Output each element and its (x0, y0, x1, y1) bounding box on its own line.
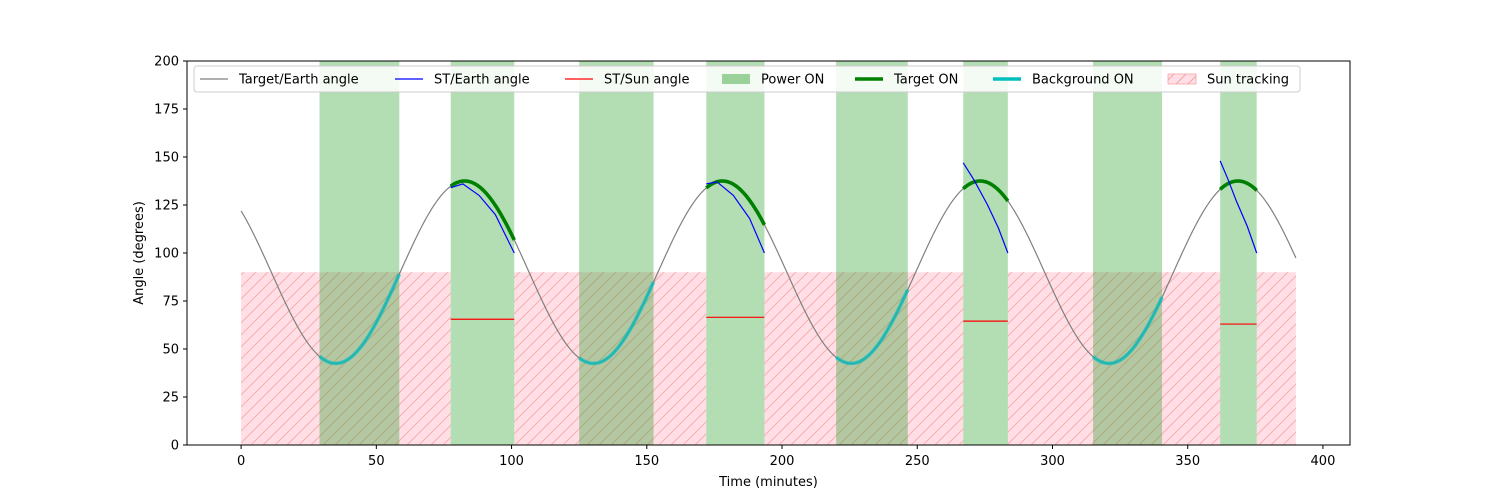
x-tick-label: 300 (1040, 454, 1065, 469)
y-tick-label: 75 (162, 295, 179, 310)
x-tick-label: 0 (237, 454, 245, 469)
background-on-segment (578, 281, 656, 366)
legend-label-power-on: Power ON (761, 73, 824, 88)
y-tick-label: 0 (171, 439, 179, 454)
legend-label-st-sun-angle: ST/Sun angle (604, 73, 690, 88)
legend-label-target-earth-angle: Target/Earth angle (238, 73, 359, 88)
power-on-band (579, 61, 654, 445)
sun-tracking-hatch (1256, 272, 1296, 445)
y-tick-label: 200 (154, 55, 179, 70)
st-earth-angle-segment (706, 181, 765, 254)
x-axis-label: Time (minutes) (718, 475, 818, 490)
legend-label-background-on: Background ON (1032, 73, 1134, 88)
background-on-segment (318, 273, 401, 366)
background-on-segment (1091, 296, 1164, 366)
y-axis-label: Angle (degrees) (132, 201, 147, 305)
sun-tracking-hatch (514, 272, 707, 445)
power-on-band (450, 61, 515, 445)
legend: Target/Earth angle ST/Earth angle ST/Sun a… (193, 65, 1301, 93)
x-tick-label: 50 (368, 454, 385, 469)
power-on-band (706, 61, 765, 445)
legend-label-target-on: Target ON (893, 73, 958, 88)
sun-tracking-hatch (1007, 272, 1221, 445)
x-tick-label: 100 (499, 454, 524, 469)
legend-label-sun-tracking: Sun tracking (1207, 73, 1289, 88)
y-tick-label: 25 (162, 391, 179, 406)
y-tick-label: 150 (154, 151, 179, 166)
st-earth-angle-segment (1219, 160, 1258, 254)
target-on-segment (1218, 179, 1258, 192)
legend-swatch-power-on (722, 74, 750, 84)
power-on-band (963, 61, 1008, 445)
st-earth-angle-segment (450, 183, 515, 254)
x-tick-label: 200 (770, 454, 795, 469)
power-on-band (1220, 61, 1257, 445)
power-on-band (836, 61, 908, 445)
target-on-segment (962, 179, 1010, 203)
st-earth-angle-segment (962, 162, 1009, 254)
y-tick-label: 50 (162, 343, 179, 358)
background-on-segment (834, 288, 910, 366)
x-tick-label: 150 (634, 454, 659, 469)
power-on-band (319, 61, 400, 445)
x-tick-label: 350 (1175, 454, 1200, 469)
x-tick-label: 400 (1311, 454, 1336, 469)
y-tick-label: 125 (154, 199, 179, 214)
legend-swatch-hatch-sun-tracking (1168, 74, 1196, 84)
legend-label-st-earth-angle: ST/Earth angle (434, 73, 530, 88)
target-on-segment (449, 179, 516, 241)
y-tick-label: 100 (154, 247, 179, 262)
power-on-band (1093, 61, 1163, 445)
y-tick-label: 175 (154, 103, 179, 118)
x-tick-label: 250 (905, 454, 930, 469)
legend-frame (193, 65, 1301, 93)
